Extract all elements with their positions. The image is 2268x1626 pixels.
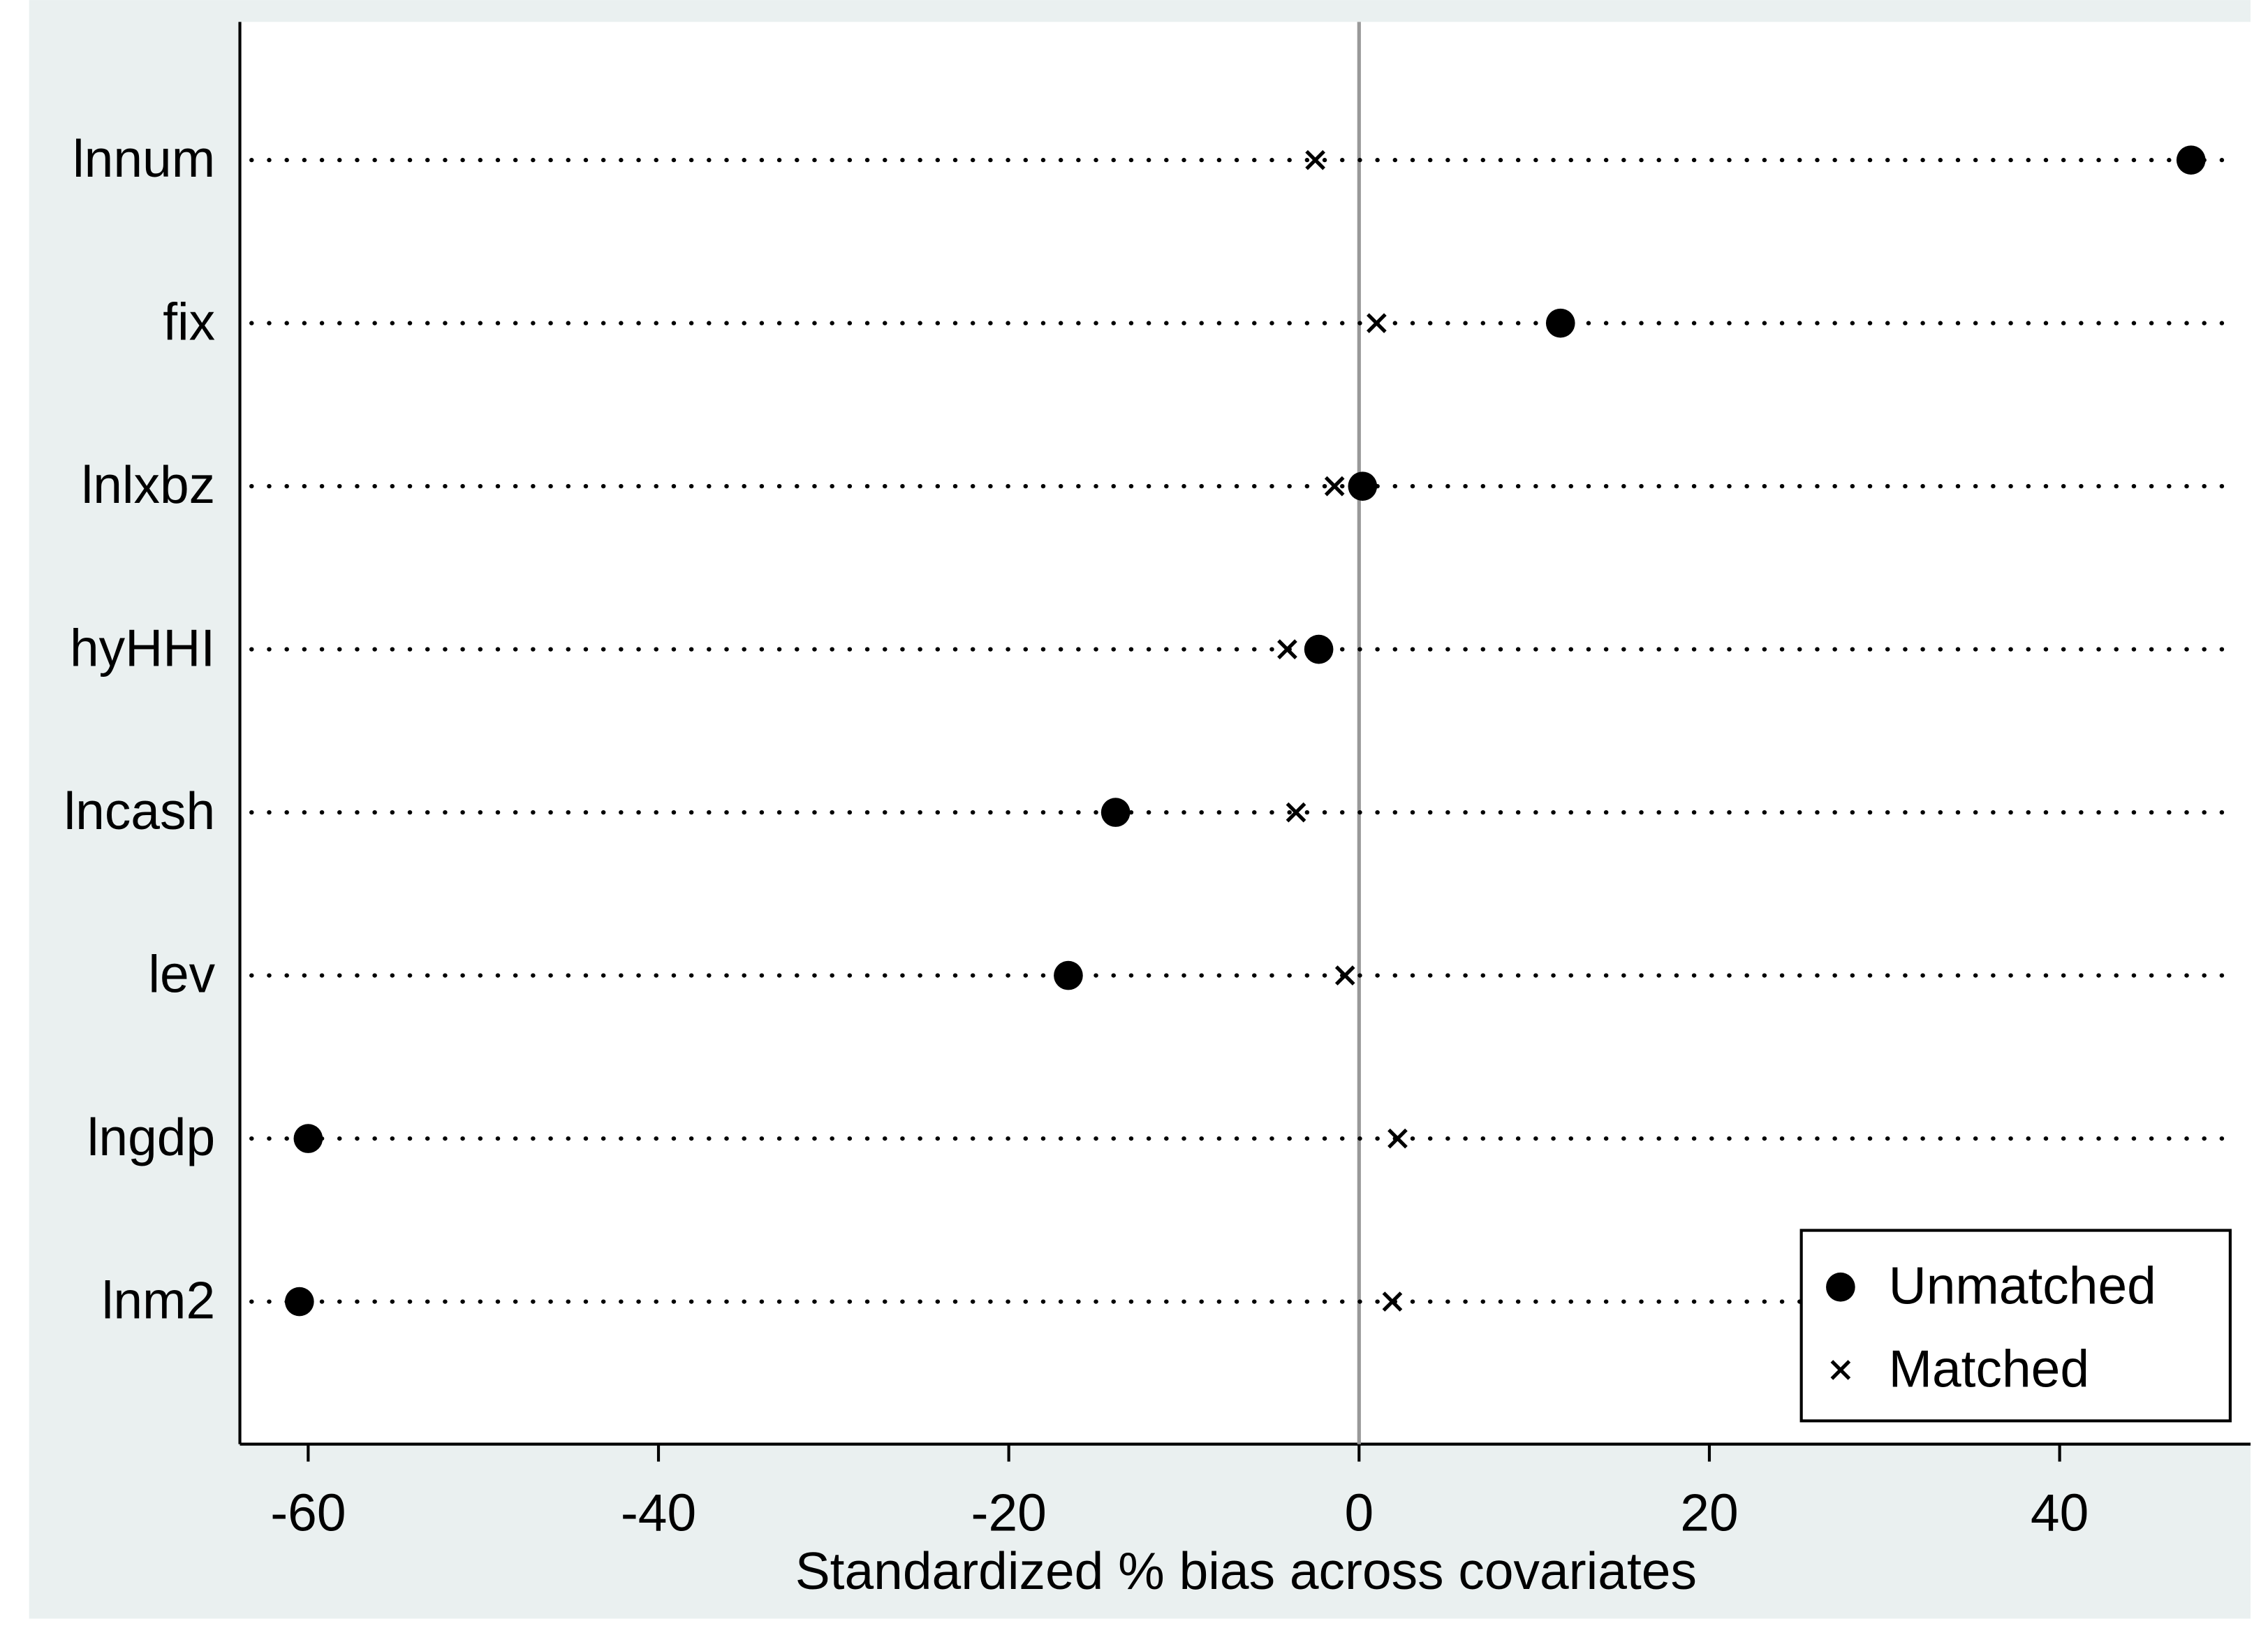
legend-box — [1799, 1229, 2232, 1423]
legend-marker — [1830, 1360, 1851, 1380]
x-tick-label: -60 — [270, 1484, 346, 1542]
x-tick-label: 40 — [2031, 1484, 2089, 1542]
y-tick-label: lev — [148, 945, 215, 1004]
y-tick-label: lngdp — [87, 1108, 215, 1166]
cross — [1367, 313, 1387, 333]
cross — [1324, 476, 1345, 497]
y-tick-label: hyHHI — [70, 619, 215, 678]
dot — [284, 1287, 314, 1317]
dot — [1054, 960, 1083, 990]
x-tick-label: 20 — [1680, 1484, 1738, 1542]
x-tick-label: -20 — [971, 1484, 1047, 1542]
legend-label: Unmatched — [1889, 1257, 2156, 1315]
y-tick-label: lnnum — [73, 129, 215, 188]
y-tick-label: lnlxbz — [82, 455, 216, 514]
dot — [293, 1124, 323, 1153]
plot-area — [240, 22, 2251, 1444]
cross — [1334, 965, 1355, 986]
legend-marker — [1826, 1272, 1855, 1302]
dot — [1545, 308, 1575, 338]
cross — [1286, 802, 1306, 823]
cross — [1277, 639, 1297, 659]
dot — [1100, 798, 1131, 827]
dot — [2176, 145, 2206, 175]
x-tick-label: 0 — [1344, 1484, 1374, 1542]
dot — [1304, 634, 1334, 664]
x-axis-title: Standardized % bias across covariates — [795, 1541, 1697, 1600]
dot — [1348, 471, 1378, 501]
y-tick-label: lncash — [64, 782, 216, 840]
cross — [1387, 1128, 1408, 1149]
cross — [1305, 149, 1325, 170]
x-tick-label: -40 — [621, 1484, 696, 1542]
cross — [1382, 1291, 1403, 1312]
y-tick-label: fix — [163, 293, 215, 351]
y-tick-label: lnm2 — [102, 1271, 215, 1330]
legend-label: Matched — [1889, 1339, 2089, 1398]
